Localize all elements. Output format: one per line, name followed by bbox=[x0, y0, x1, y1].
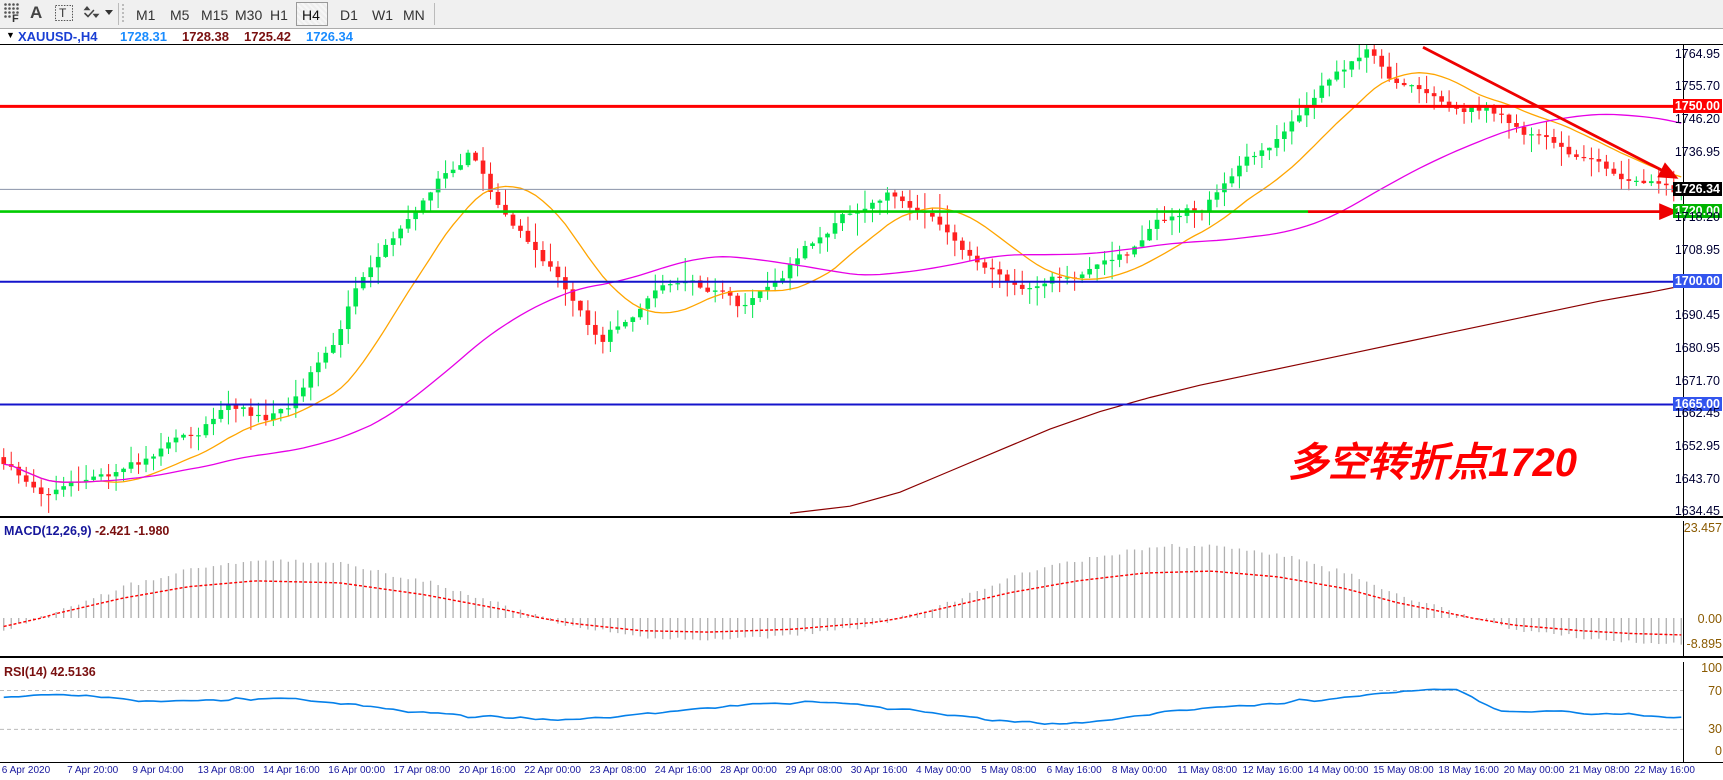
svg-text:F: F bbox=[12, 13, 19, 23]
svg-text:T: T bbox=[59, 6, 67, 20]
